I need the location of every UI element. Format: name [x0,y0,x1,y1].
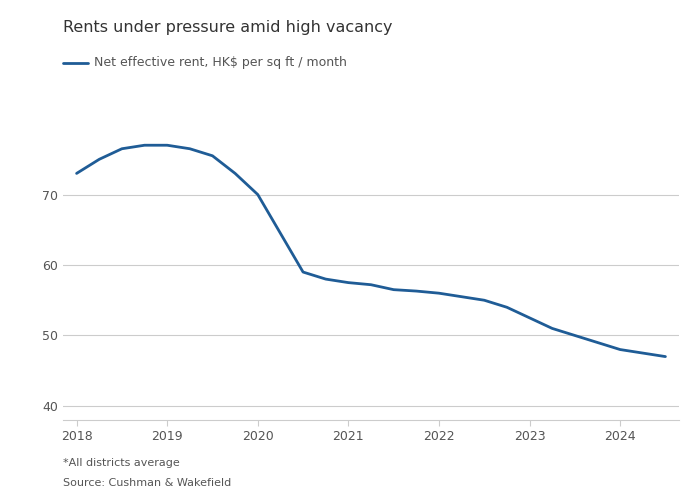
Text: Net effective rent, HK$ per sq ft / month: Net effective rent, HK$ per sq ft / mont… [94,56,347,69]
Text: Source: Cushman & Wakefield: Source: Cushman & Wakefield [63,478,231,488]
Text: *All districts average: *All districts average [63,458,180,468]
Text: Rents under pressure amid high vacancy: Rents under pressure amid high vacancy [63,20,393,35]
